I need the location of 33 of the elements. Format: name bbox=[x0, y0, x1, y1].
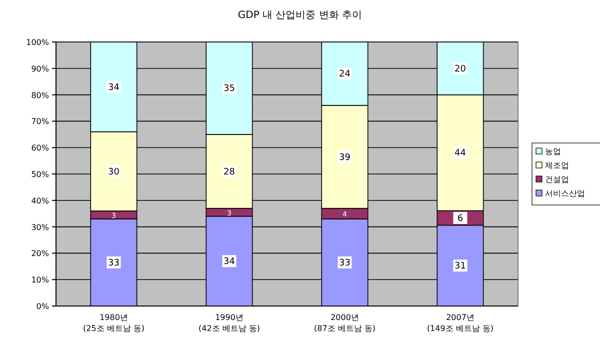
data-label: 6 bbox=[457, 214, 464, 224]
y-tick-label: 50% bbox=[31, 170, 50, 179]
data-label: 33 bbox=[108, 258, 120, 268]
x-tick-label: 2000년 (87조 베트남 동) bbox=[314, 313, 376, 333]
data-label: 34 bbox=[108, 82, 120, 93]
data-label: 39 bbox=[339, 152, 351, 163]
y-tick-label: 60% bbox=[31, 144, 50, 153]
data-label: 35 bbox=[224, 84, 235, 94]
legend-label: 건설업 bbox=[545, 175, 569, 184]
data-label: 31 bbox=[454, 262, 466, 272]
data-label: 28 bbox=[224, 167, 236, 178]
data-label: 20 bbox=[454, 64, 466, 74]
data-label: 24 bbox=[339, 70, 351, 80]
x-tick-label: 2007년 (149조 베트남 동) bbox=[426, 313, 494, 333]
chart-title: GDP 내 산업비중 변화 추이 bbox=[238, 10, 362, 21]
data-label: 44 bbox=[454, 148, 466, 159]
data-label: 33 bbox=[339, 258, 350, 268]
y-tick-label: 10% bbox=[31, 276, 50, 285]
y-tick-label: 90% bbox=[31, 64, 50, 74]
data-label: 34 bbox=[224, 257, 236, 268]
y-tick-label: 70% bbox=[31, 117, 50, 126]
y-tick-label: 0% bbox=[36, 302, 50, 311]
y-tick-label: 100% bbox=[26, 38, 50, 47]
legend-label: 서비스산업 bbox=[545, 189, 585, 198]
x-tick-label: 1980년 (25조 베트남 동) bbox=[82, 313, 145, 333]
y-tick-label: 80% bbox=[31, 90, 50, 100]
data-label: 30 bbox=[108, 167, 120, 178]
y-tick-label: 20% bbox=[31, 249, 50, 258]
x-tick-label: 1990년 (42조 베트남 동) bbox=[198, 313, 260, 333]
legend-label: 농업 bbox=[545, 147, 561, 156]
y-tick-label: 30% bbox=[31, 222, 50, 232]
legend-label: 제조업 bbox=[545, 161, 569, 170]
y-tick-label: 40% bbox=[31, 196, 50, 206]
